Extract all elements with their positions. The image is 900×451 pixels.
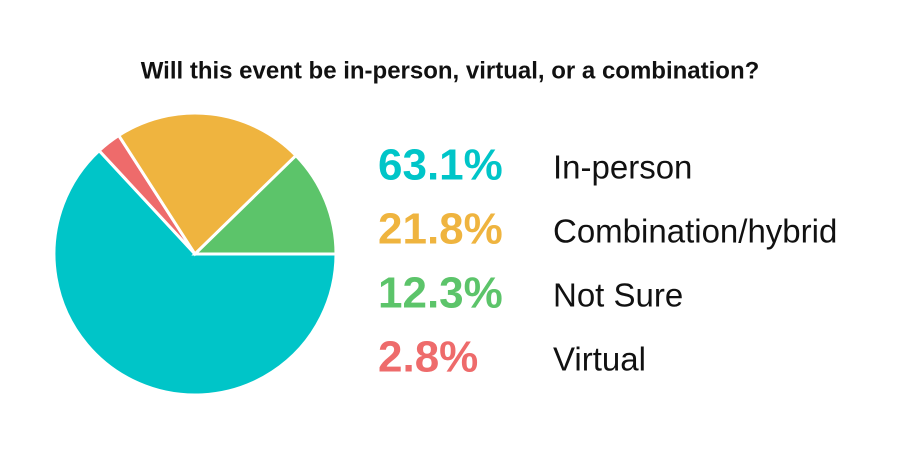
legend-label: Virtual: [553, 341, 646, 378]
pie-slice: [116, 111, 299, 257]
value-label: 63.1%: [378, 141, 503, 190]
pie-slice: [191, 153, 338, 256]
value-label: 21.8%: [378, 205, 503, 254]
value-label: 12.3%: [378, 269, 503, 318]
legend-label: In-person: [553, 149, 692, 186]
pie-slice: [52, 148, 338, 397]
value-label: 2.8%: [378, 333, 478, 382]
legend-label: Combination/hybrid: [553, 213, 837, 250]
legend-label: Not Sure: [553, 277, 683, 314]
chart-title: Will this event be in-person, virtual, o…: [141, 57, 760, 84]
